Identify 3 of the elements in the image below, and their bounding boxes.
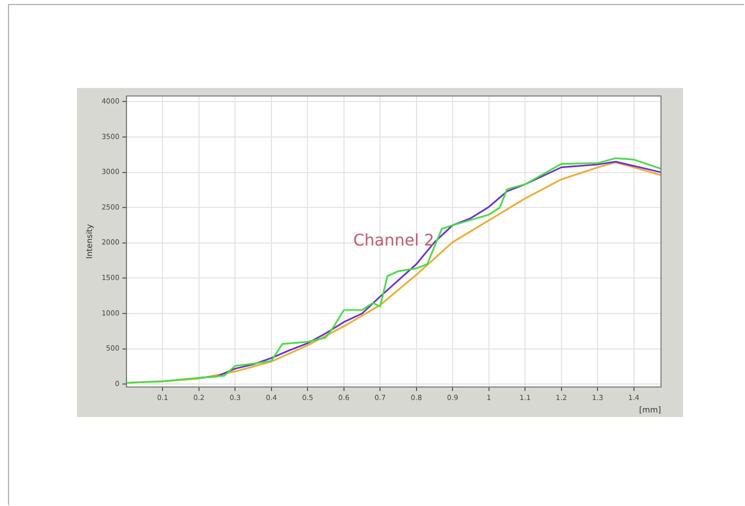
y-axis-title: Intensity [84, 224, 94, 259]
x-axis-title: [mm] [639, 405, 661, 414]
annotation: Channel 2 [353, 230, 434, 250]
